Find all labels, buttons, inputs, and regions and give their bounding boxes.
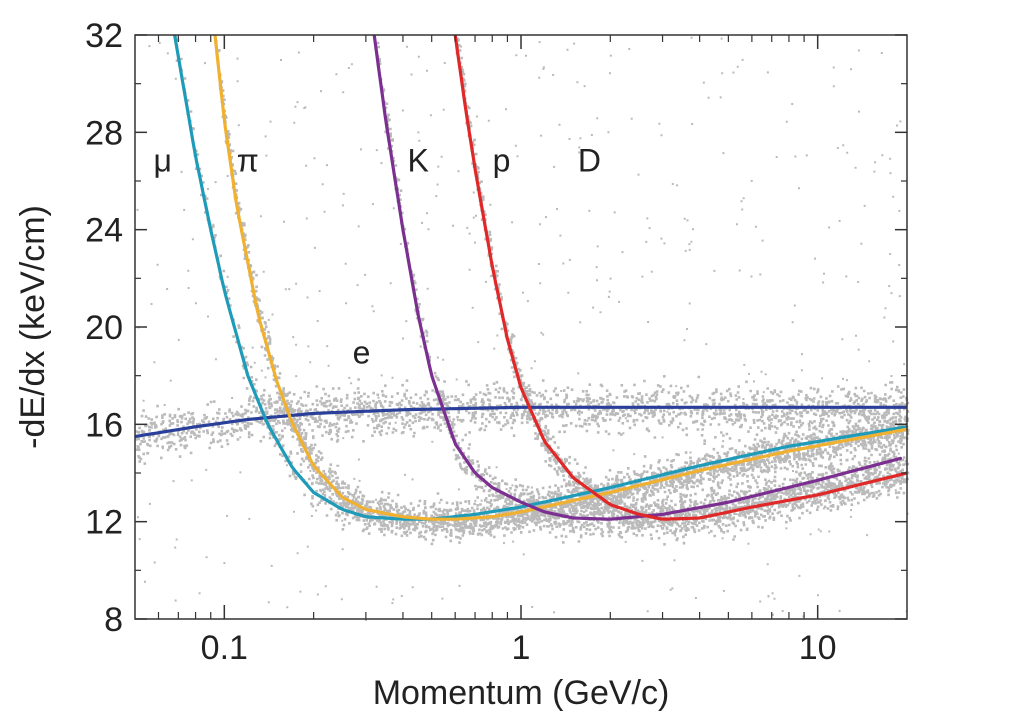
y-axis-title: -dE/dx (keV/cm) [14, 205, 52, 449]
x-axis-title: Momentum (GeV/c) [373, 674, 670, 712]
species-label: D [578, 142, 601, 178]
y-tick-label: 12 [85, 504, 123, 542]
scatter-density [135, 35, 910, 622]
curve-K [372, 35, 902, 521]
x-tick-label: 10 [799, 629, 837, 667]
y-tick-label: 28 [85, 114, 123, 152]
y-tick-label: 8 [104, 601, 123, 639]
species-label: p [493, 142, 511, 178]
scatter-density-layer [135, 35, 910, 622]
curves-layer [135, 35, 907, 521]
y-tick-label: 24 [85, 212, 123, 250]
species-label: K [407, 142, 428, 178]
x-tick-label: 0.1 [201, 629, 248, 667]
curve-μ [173, 35, 907, 521]
species-label: μ [153, 142, 171, 178]
y-tick-label: 16 [85, 406, 123, 444]
y-tick-label: 20 [85, 309, 123, 347]
species-label: e [353, 335, 371, 371]
x-tick-label: 1 [512, 629, 531, 667]
ticks-layer: 8 12 16 20 24 28 32 0.1 1 10 [85, 17, 907, 667]
species-label: π [237, 142, 259, 178]
curve-p [453, 35, 907, 521]
y-tick-label: 32 [85, 17, 123, 55]
curve-π [213, 35, 907, 521]
